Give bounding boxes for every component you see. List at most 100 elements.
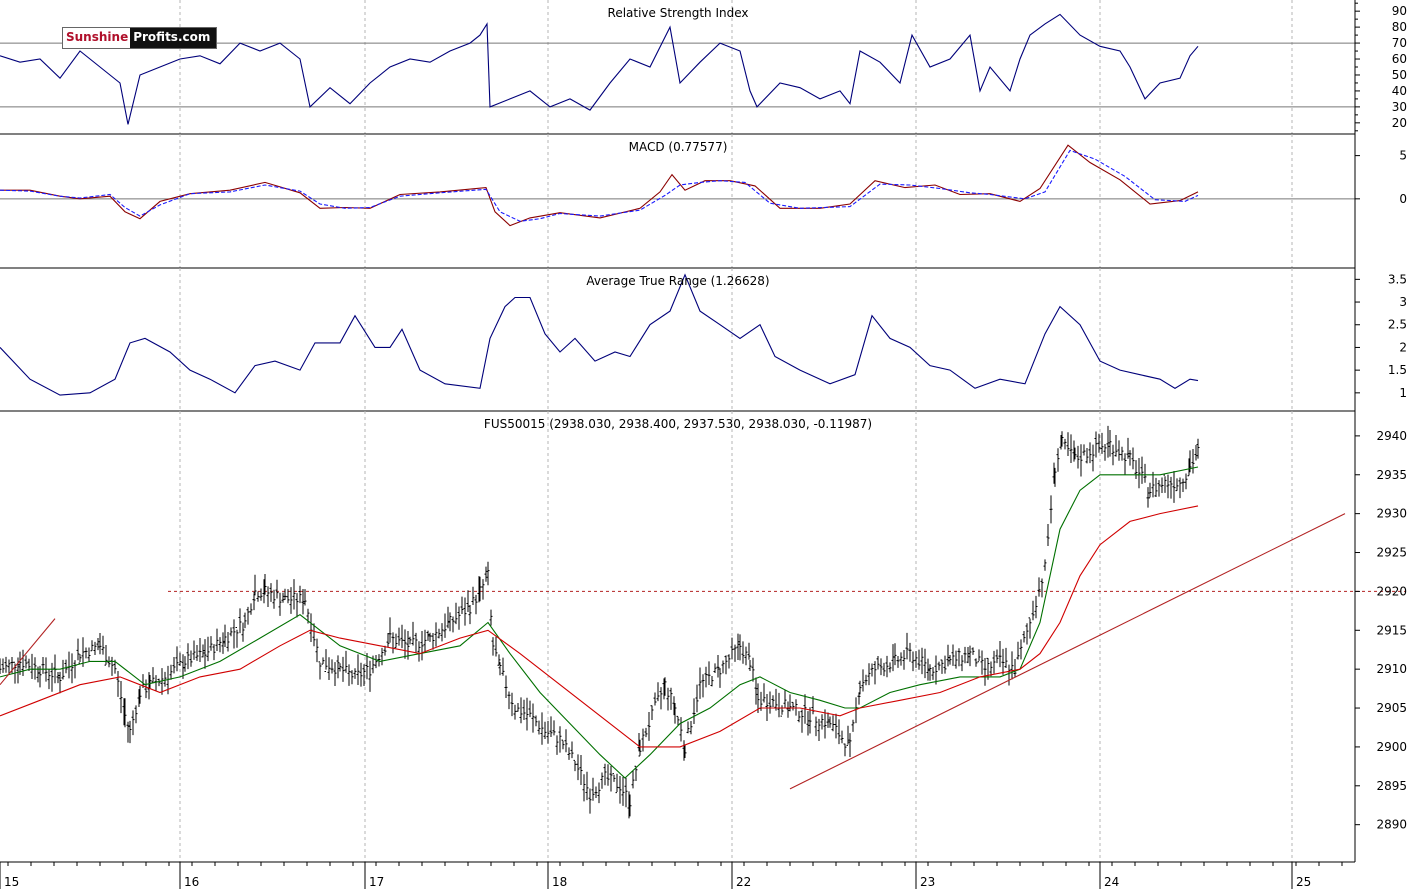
price-bar bbox=[157, 678, 161, 687]
price-bar bbox=[368, 660, 372, 692]
price-bar bbox=[474, 594, 478, 615]
price-bar bbox=[377, 654, 381, 667]
price-bar bbox=[1013, 658, 1017, 677]
price-bar bbox=[417, 641, 421, 662]
price-bar bbox=[406, 630, 410, 660]
price-bar bbox=[814, 716, 818, 737]
price-bar bbox=[431, 632, 435, 650]
price-bar bbox=[292, 579, 296, 610]
price-ytick-label-2: 2930 bbox=[1376, 507, 1407, 521]
price-bar bbox=[175, 646, 179, 672]
price-bar bbox=[87, 647, 91, 662]
price-bar bbox=[238, 608, 242, 634]
price-bar bbox=[148, 674, 152, 689]
price-bar bbox=[241, 622, 245, 642]
price-bar bbox=[1073, 447, 1077, 460]
price-bar bbox=[47, 669, 51, 690]
price-bar bbox=[440, 623, 444, 642]
price-bar bbox=[324, 649, 328, 672]
atr-ytick-label-4: 1.5 bbox=[1388, 363, 1407, 377]
price-bar bbox=[1131, 447, 1135, 470]
price-bar bbox=[283, 588, 287, 600]
price-bar bbox=[362, 664, 366, 686]
price-bar bbox=[591, 777, 595, 801]
price-bar bbox=[408, 636, 412, 645]
price-bar bbox=[552, 720, 556, 736]
price-bar bbox=[209, 636, 213, 651]
price-bar bbox=[309, 613, 313, 643]
price-bar bbox=[754, 677, 758, 705]
price-bar bbox=[974, 658, 978, 667]
price-ytick-label-9: 2895 bbox=[1376, 779, 1407, 793]
price-bar bbox=[923, 648, 927, 679]
price-bar bbox=[330, 659, 334, 674]
price-bar bbox=[486, 561, 490, 586]
price-bar bbox=[451, 616, 455, 633]
price-bar bbox=[1140, 456, 1144, 484]
price-bar bbox=[698, 667, 702, 699]
x-tick-label-0: 15 bbox=[4, 875, 19, 889]
price-bar bbox=[543, 721, 547, 740]
price-bar bbox=[540, 712, 544, 745]
price-bar bbox=[341, 656, 345, 682]
price-bar bbox=[896, 656, 900, 668]
price-bar bbox=[828, 716, 832, 728]
rsi-ytick-label-2: 40 bbox=[1392, 84, 1407, 98]
price-bar bbox=[24, 655, 28, 669]
price-bar bbox=[885, 655, 889, 678]
price-bar bbox=[119, 681, 123, 714]
price-bar bbox=[443, 613, 447, 638]
price-bar bbox=[246, 606, 250, 625]
price-bar bbox=[730, 637, 734, 660]
price-bar bbox=[198, 637, 202, 662]
price-bar bbox=[1106, 425, 1110, 458]
price-bar bbox=[434, 622, 438, 647]
price-bar bbox=[582, 774, 586, 802]
price-bar bbox=[931, 667, 935, 680]
price-title: FUS50015 (2938.030, 2938.400, 2937.530, … bbox=[484, 417, 872, 431]
price-bar bbox=[289, 587, 293, 614]
price-bar bbox=[256, 591, 260, 602]
atr-title: Average True Range (1.26628) bbox=[586, 274, 769, 288]
price-bar bbox=[1137, 458, 1141, 489]
price-bar bbox=[30, 653, 34, 679]
price-bar bbox=[1001, 648, 1005, 675]
price-bar bbox=[659, 687, 663, 710]
price-bar bbox=[888, 662, 892, 673]
price-bar bbox=[771, 695, 775, 708]
price-bar bbox=[21, 649, 25, 676]
price-bar bbox=[67, 651, 71, 679]
price-ytick-label-0: 2940 bbox=[1376, 429, 1407, 443]
price-bar bbox=[1091, 444, 1095, 472]
price-bar bbox=[1175, 478, 1179, 492]
atr-ytick-label-3: 2 bbox=[1399, 340, 1407, 354]
price-bar bbox=[618, 776, 622, 804]
price-bar bbox=[1128, 450, 1132, 466]
price-series-2 bbox=[0, 505, 1199, 748]
price-bar bbox=[791, 701, 795, 711]
x-tick-label-7: 25 bbox=[1296, 875, 1311, 889]
price-bar bbox=[18, 651, 22, 675]
price-bar bbox=[588, 788, 592, 814]
price-bar bbox=[359, 662, 363, 687]
price-bar bbox=[446, 606, 450, 629]
price-bar bbox=[163, 671, 167, 687]
price-bar bbox=[98, 632, 102, 655]
price-bar bbox=[1151, 471, 1155, 498]
price-bar bbox=[537, 720, 541, 735]
x-tick-label-2: 17 bbox=[369, 875, 384, 889]
price-bar bbox=[507, 691, 511, 710]
macd-ytick-label-1: 0 bbox=[1399, 192, 1407, 206]
price-bar bbox=[327, 657, 331, 680]
price-bar bbox=[820, 714, 824, 730]
price-bar bbox=[848, 733, 852, 757]
price-bar bbox=[867, 663, 871, 686]
price-bar bbox=[281, 592, 285, 603]
price-bar bbox=[64, 659, 68, 674]
price-bar bbox=[232, 619, 236, 649]
price-bar bbox=[1063, 438, 1067, 450]
price-bar bbox=[497, 654, 501, 666]
price-bar bbox=[603, 763, 607, 786]
price-bar bbox=[1004, 647, 1008, 669]
price-bar bbox=[1056, 448, 1060, 472]
